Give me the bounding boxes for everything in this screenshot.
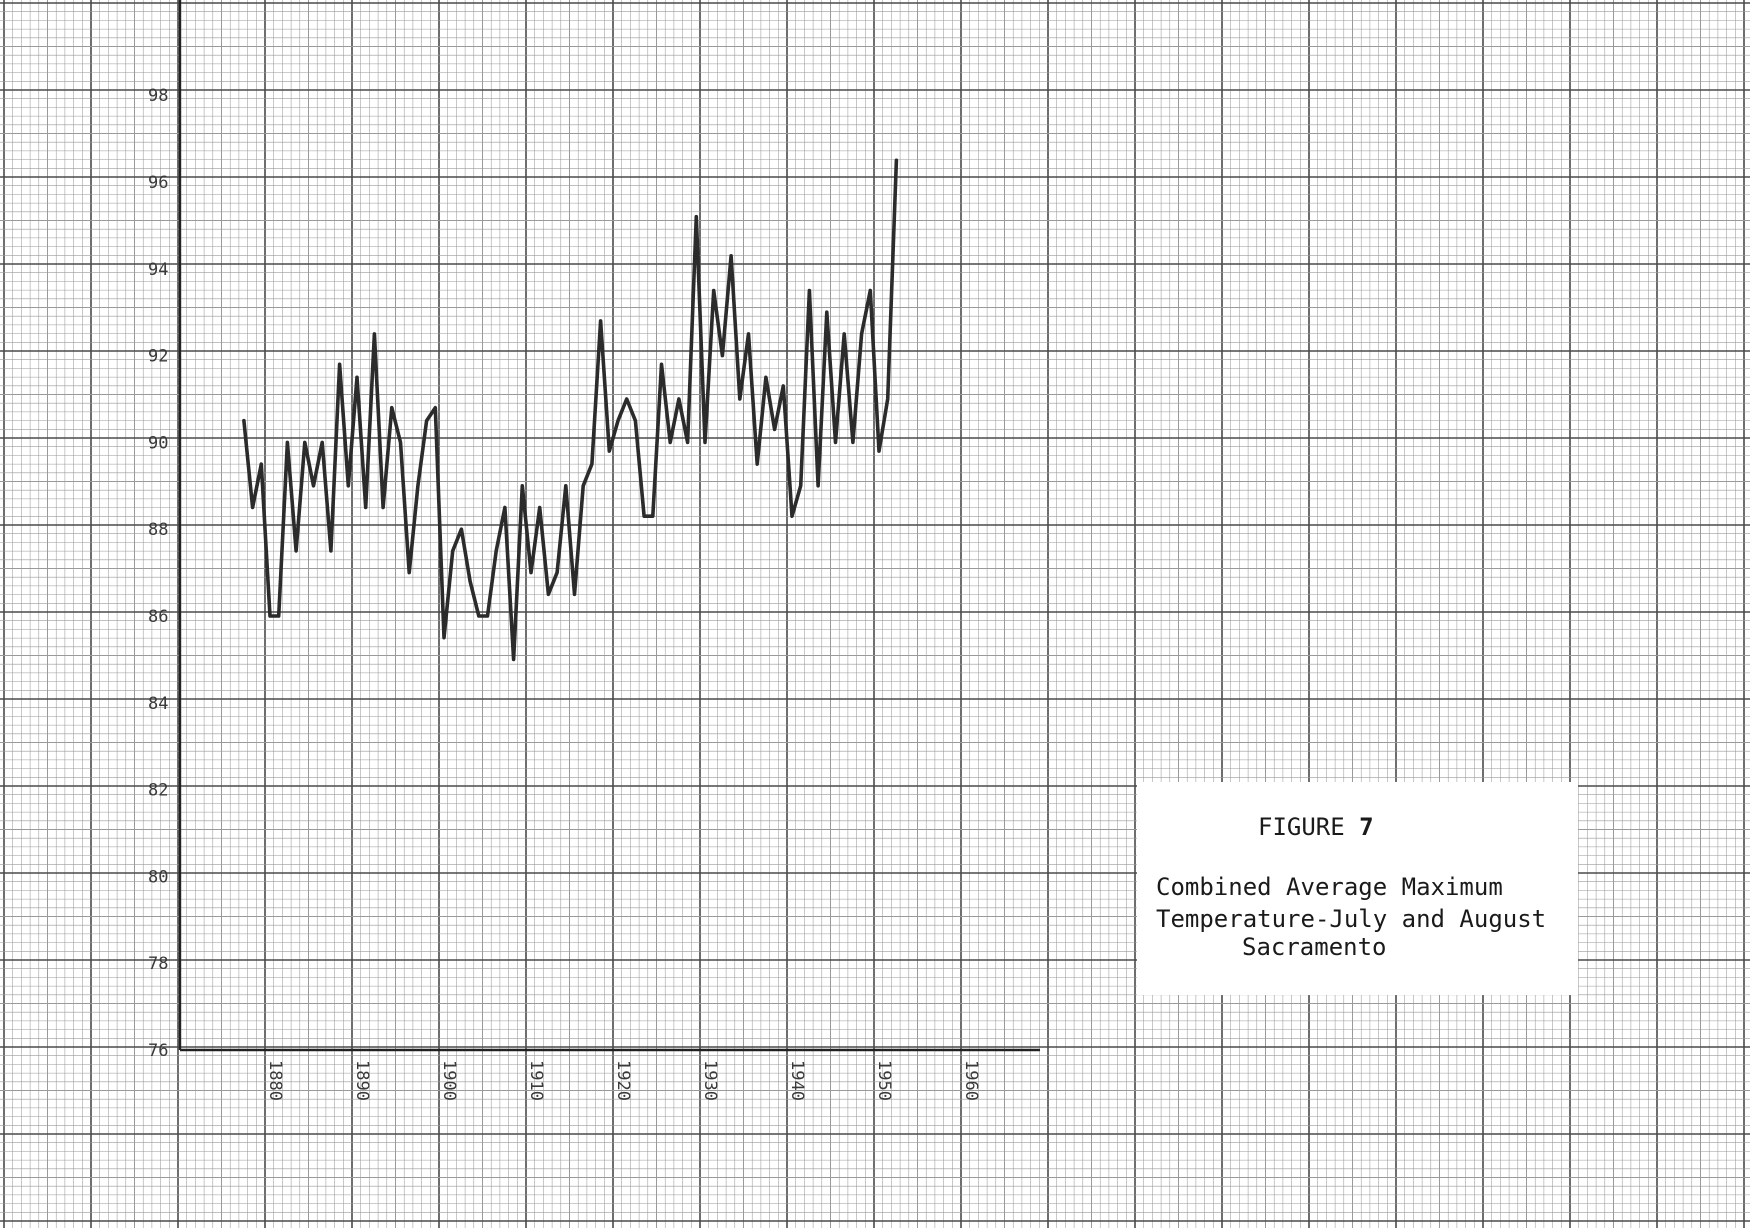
x-tick-label: 1910 [526,1060,546,1101]
x-tick-label: 1890 [352,1060,372,1101]
temperature-series-line [242,158,899,662]
caption-line-3: Sacramento [1242,933,1387,961]
y-tick-label: 84 [148,694,168,714]
x-tick-label: 1940 [787,1060,807,1101]
y-tick-label: 92 [148,347,168,367]
y-tick-label: 82 [148,781,168,801]
figure-label: FIGURE 7 [1258,813,1374,841]
x-axis-ticks: 1880 1890 1900 1910 1920 1930 1940 1950 1960 [265,1060,981,1101]
y-tick-label: 94 [148,260,168,280]
series [242,158,899,662]
y-tick-label: 78 [148,954,168,974]
axes [178,0,1040,1052]
y-axis-ticks: 76 78 80 82 84 86 88 90 92 94 96 98 [148,86,168,1061]
y-tick-label: 98 [148,86,168,106]
x-tick-label: 1950 [874,1060,894,1101]
x-tick-label: 1920 [613,1060,633,1101]
caption-line-1: Combined Average Maximum [1156,873,1503,901]
x-tick-label: 1960 [961,1060,981,1101]
y-tick-label: 88 [148,520,168,540]
x-tick-label: 1880 [265,1060,285,1101]
x-tick-label: 1930 [700,1060,720,1101]
y-tick-label: 86 [148,607,168,627]
y-tick-label: 90 [148,433,168,453]
y-tick-label: 80 [148,867,168,887]
figure-caption: FIGURE 7 Combined Average Maximum Temper… [1137,782,1578,995]
y-tick-label: 76 [148,1041,168,1061]
caption-line-2: Temperature-July and August [1156,905,1546,933]
x-tick-label: 1900 [439,1060,459,1101]
y-tick-label: 96 [148,173,168,193]
